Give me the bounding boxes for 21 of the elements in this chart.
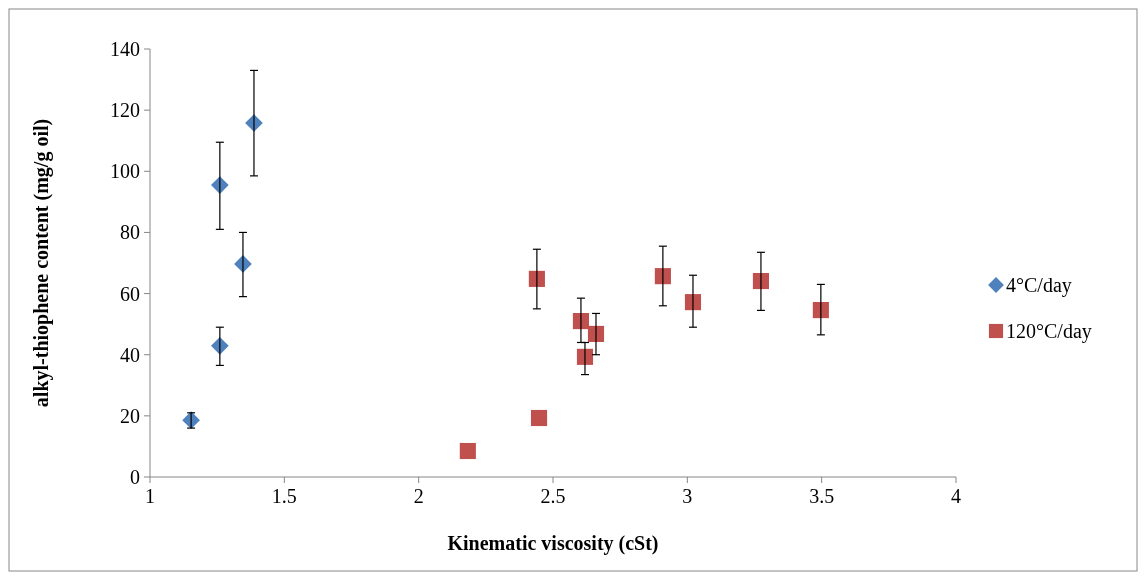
point	[459, 442, 476, 460]
point	[530, 409, 548, 427]
x-tick-label: 3	[682, 485, 693, 507]
y-tick-label: 80	[120, 221, 140, 244]
x-axis-title: Kinematic viscosity (cSt)	[447, 532, 659, 555]
x-tick-label: 4	[951, 485, 961, 507]
y-tick-label: 120	[110, 99, 140, 122]
y-axis-title: alkyl-thiophene content (mg/g oil)	[30, 118, 53, 408]
y-tick-label: 60	[120, 282, 140, 305]
x-tick-label: 2	[413, 485, 424, 507]
y-tick-label: 140	[110, 38, 140, 60]
legend-label: 4°C/day	[1006, 274, 1072, 297]
x-tick-label: 2.5	[540, 485, 566, 507]
y-tick-label: 100	[110, 160, 140, 183]
x-tick-label: 3.5	[809, 485, 835, 507]
x-tick-label: 1.5	[271, 485, 297, 507]
y-tick-label: 40	[120, 343, 140, 366]
y-tick-label: 20	[120, 404, 140, 427]
y-tick-label: 0	[130, 466, 140, 488]
x-tick-label: 1	[145, 485, 155, 507]
legend-label: 120°C/day	[1006, 320, 1092, 343]
